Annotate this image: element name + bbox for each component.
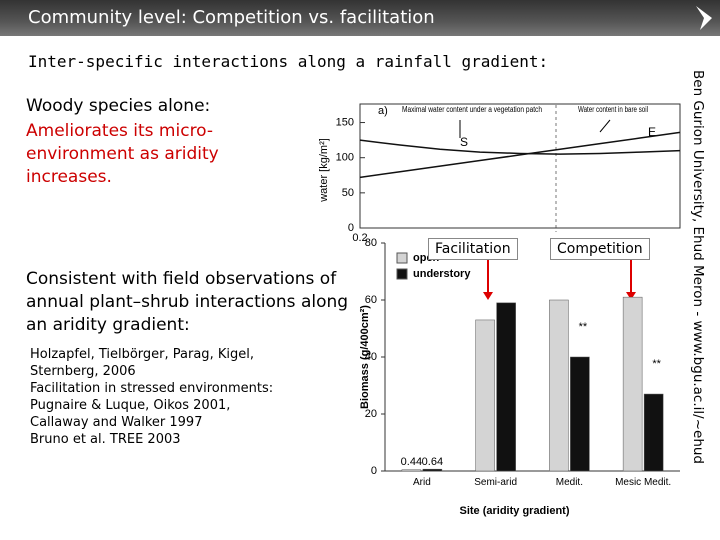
bar [622, 296, 643, 472]
annotation: a) [378, 105, 388, 117]
references: Holzapfel, Tielbörger, Parag, Kigel, Ste… [30, 346, 280, 448]
value-label: 0.44 [401, 456, 422, 468]
annotation: E [648, 125, 656, 139]
text: Ameliorates its micro-environment as ari… [26, 121, 219, 187]
slide-title: Community level: Competition vs. facilit… [28, 7, 435, 28]
annotation: ** [652, 358, 661, 370]
y-tick-label: 0 [371, 465, 377, 477]
y-tick-label: 100 [336, 152, 354, 164]
side-credit: Ben Gurion University, Ehud Meron - www.… [690, 70, 706, 464]
pointer [599, 119, 611, 133]
line [359, 139, 681, 155]
bar [496, 302, 516, 472]
legend-swatch [396, 252, 408, 264]
reference: Bruno et al. TREE 2003 [30, 432, 181, 447]
y-axis-label: Biomass (g/400cm²) [359, 305, 371, 409]
bar [643, 393, 664, 472]
bar [475, 319, 495, 472]
y-axis-label: water [kg/m²] [318, 138, 330, 203]
label-box: Competition [550, 238, 650, 260]
reference: Facilitation in stressed environments: [30, 381, 274, 396]
bar [570, 356, 590, 472]
y-tick-label: 80 [365, 237, 377, 249]
bar [422, 468, 443, 472]
y-tick-label: 20 [365, 408, 377, 420]
line [359, 131, 681, 179]
y-tick-label: 150 [336, 116, 354, 128]
annotation: Water content in bare soil [578, 105, 648, 114]
legend-label: understory [413, 268, 471, 280]
annotation: ** [579, 321, 588, 333]
value-label: 0.64 [422, 456, 443, 468]
bar [401, 469, 422, 472]
subtitle: Inter-specific interactions along a rain… [28, 52, 549, 71]
y-tick-label: 50 [342, 187, 354, 199]
reference: Holzapfel, Tielbörger, Parag, Kigel, Ste… [30, 347, 254, 379]
logo [696, 6, 712, 30]
legend-swatch [396, 268, 408, 280]
x-tick-label: Mesic Medit. [615, 477, 672, 488]
annotation: S [460, 135, 468, 149]
heading: Consistent with field observations of an… [26, 269, 349, 335]
x-tick-label: 0.2 [352, 232, 367, 244]
x-tick-label: Medit. [555, 477, 583, 488]
y-tick-label: 40 [365, 351, 377, 363]
y-tick-label: 60 [365, 294, 377, 306]
reference: Callaway and Walker 1997 [30, 415, 203, 430]
title-bar [0, 0, 720, 36]
label-box: Facilitation [428, 238, 518, 260]
arrow-head [626, 292, 636, 300]
x-tick-label: Semi-arid [474, 477, 518, 488]
heading: Woody species alone: [26, 96, 211, 116]
annotation: Maximal water content under a vegetation… [402, 105, 542, 114]
arrow-head [483, 292, 493, 300]
plot-frame [359, 103, 681, 229]
x-tick-label: Arid [412, 477, 431, 488]
y-tick-label: 0 [348, 222, 354, 234]
bar [549, 299, 569, 472]
x-axis-label: Site (aridity gradient) [459, 505, 569, 517]
reference: Pugnaire & Luque, Oikos 2001, [30, 398, 231, 413]
